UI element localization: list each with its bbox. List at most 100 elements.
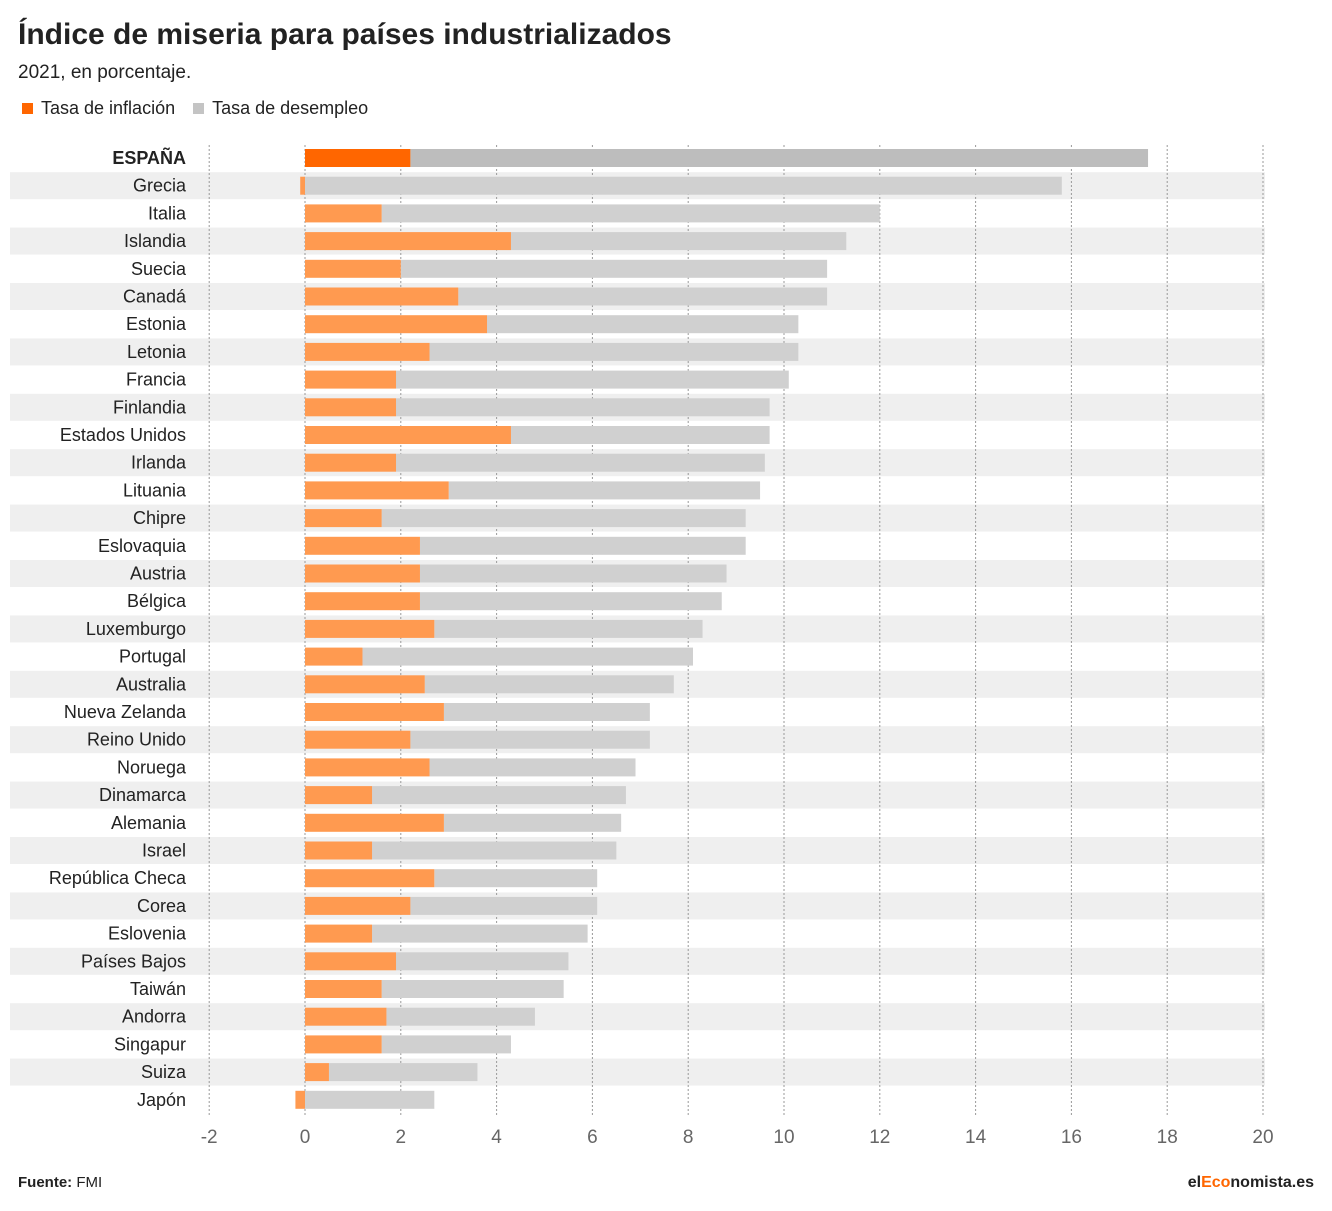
category-label: Estados Unidos bbox=[60, 425, 186, 445]
chart-title: Índice de miseria para países industrial… bbox=[18, 18, 672, 51]
category-label: Austria bbox=[130, 564, 187, 584]
bar-unemployment bbox=[458, 287, 828, 306]
bar-inflation bbox=[305, 869, 435, 888]
bar-inflation bbox=[305, 259, 401, 278]
legend: Tasa de inflación Tasa de desempleo bbox=[22, 98, 380, 119]
bar-unemployment bbox=[434, 869, 598, 888]
category-label: Andorra bbox=[122, 1007, 187, 1027]
bar-unemployment bbox=[410, 149, 1149, 167]
x-tick-label: 0 bbox=[300, 1127, 311, 1148]
category-label: Finlandia bbox=[113, 397, 187, 417]
category-label: Bélgica bbox=[127, 591, 187, 611]
category-label: ESPAÑA bbox=[112, 147, 186, 168]
bar-unemployment bbox=[400, 259, 828, 278]
bar-unemployment bbox=[396, 952, 569, 971]
brand-logo: elEconomista.es bbox=[1188, 1174, 1314, 1192]
bar-inflation bbox=[305, 619, 435, 638]
legend-swatch-unemployment bbox=[193, 103, 205, 114]
legend-item-unemployment: Tasa de desempleo bbox=[193, 98, 368, 119]
category-label: Reino Unido bbox=[87, 730, 186, 750]
bar-unemployment bbox=[424, 675, 674, 694]
source-label: Fuente: bbox=[18, 1174, 73, 1191]
bar-inflation bbox=[305, 647, 363, 666]
category-label: Singapur bbox=[114, 1034, 186, 1054]
bar-unemployment bbox=[448, 481, 761, 500]
x-tick-label: 2 bbox=[396, 1127, 407, 1148]
bar-inflation bbox=[305, 980, 382, 998]
bar-inflation bbox=[295, 1090, 305, 1109]
row-band bbox=[10, 947, 1265, 975]
bar-unemployment bbox=[410, 730, 650, 749]
x-tick-label: -2 bbox=[201, 1127, 218, 1148]
bar-inflation bbox=[305, 315, 488, 334]
x-tick-label: 14 bbox=[965, 1127, 987, 1148]
bar-inflation bbox=[300, 176, 305, 195]
legend-swatch-inflation bbox=[22, 103, 33, 114]
bar-unemployment bbox=[434, 619, 703, 638]
category-label: Lituania bbox=[123, 480, 187, 500]
bar-unemployment bbox=[443, 703, 650, 721]
category-label: Australia bbox=[116, 674, 187, 694]
bar-unemployment bbox=[381, 509, 746, 528]
logo-part: Eco bbox=[1201, 1174, 1231, 1191]
bar-inflation bbox=[305, 149, 411, 167]
bar-unemployment bbox=[362, 647, 693, 666]
logo-part: el bbox=[1187, 1174, 1202, 1191]
bar-unemployment bbox=[328, 1063, 478, 1082]
x-tick-label: 4 bbox=[491, 1127, 502, 1148]
category-label: Eslovenia bbox=[108, 924, 187, 944]
x-tick-label: 16 bbox=[1061, 1127, 1082, 1148]
bar-inflation bbox=[305, 675, 425, 694]
bar-inflation bbox=[305, 1035, 382, 1054]
category-label: Letonia bbox=[127, 342, 187, 362]
bar-inflation bbox=[305, 758, 430, 777]
x-tick-label: 18 bbox=[1157, 1127, 1178, 1148]
bar-inflation bbox=[305, 426, 511, 444]
x-tick-label: 8 bbox=[683, 1127, 694, 1148]
source-note: Fuente: FMI bbox=[18, 1174, 102, 1191]
legend-label-inflation: Tasa de inflación bbox=[41, 98, 176, 118]
bar-unemployment bbox=[381, 1035, 511, 1054]
bar-inflation bbox=[305, 232, 511, 251]
bar-inflation bbox=[305, 509, 382, 528]
bar-inflation bbox=[305, 481, 449, 500]
bar-unemployment bbox=[305, 176, 1062, 195]
bar-unemployment bbox=[381, 204, 880, 223]
bar-unemployment bbox=[443, 813, 622, 832]
legend-item-inflation: Tasa de inflación bbox=[22, 98, 175, 119]
category-label: Canadá bbox=[123, 287, 187, 307]
category-label: Italia bbox=[148, 203, 187, 223]
row-band bbox=[10, 1058, 1265, 1086]
bar-inflation bbox=[305, 1007, 387, 1026]
bar-inflation bbox=[305, 813, 444, 832]
category-label: Suiza bbox=[141, 1062, 187, 1082]
bar-unemployment bbox=[510, 426, 770, 444]
category-label: Israel bbox=[142, 841, 186, 861]
legend-label-unemployment: Tasa de desempleo bbox=[212, 98, 369, 118]
bar-unemployment bbox=[419, 592, 722, 611]
x-tick-label: 12 bbox=[869, 1127, 890, 1148]
category-label: Taiwán bbox=[130, 979, 186, 999]
category-label: Países Bajos bbox=[81, 951, 186, 971]
bar-unemployment bbox=[419, 564, 727, 583]
bar-inflation bbox=[305, 730, 411, 749]
bar-unemployment bbox=[305, 1090, 435, 1109]
row-band bbox=[10, 781, 1265, 809]
logo-part: nomista.es bbox=[1230, 1174, 1314, 1191]
row-band bbox=[10, 837, 1265, 864]
bar-inflation bbox=[305, 841, 373, 860]
category-label: Portugal bbox=[119, 647, 186, 667]
category-label: Francia bbox=[126, 370, 187, 390]
x-tick-label: 6 bbox=[587, 1127, 598, 1148]
bar-inflation bbox=[305, 564, 420, 583]
category-label: Dinamarca bbox=[99, 785, 187, 805]
category-label: Corea bbox=[137, 896, 187, 916]
chart-subtitle: 2021, en porcentaje. bbox=[18, 62, 192, 83]
bar-unemployment bbox=[429, 342, 799, 361]
bar-unemployment bbox=[510, 232, 847, 251]
category-label: Alemania bbox=[111, 813, 187, 833]
bar-inflation bbox=[305, 703, 444, 721]
category-label: Chipre bbox=[133, 508, 186, 528]
bar-unemployment bbox=[419, 536, 746, 555]
category-label: Nueva Zelanda bbox=[64, 702, 187, 722]
